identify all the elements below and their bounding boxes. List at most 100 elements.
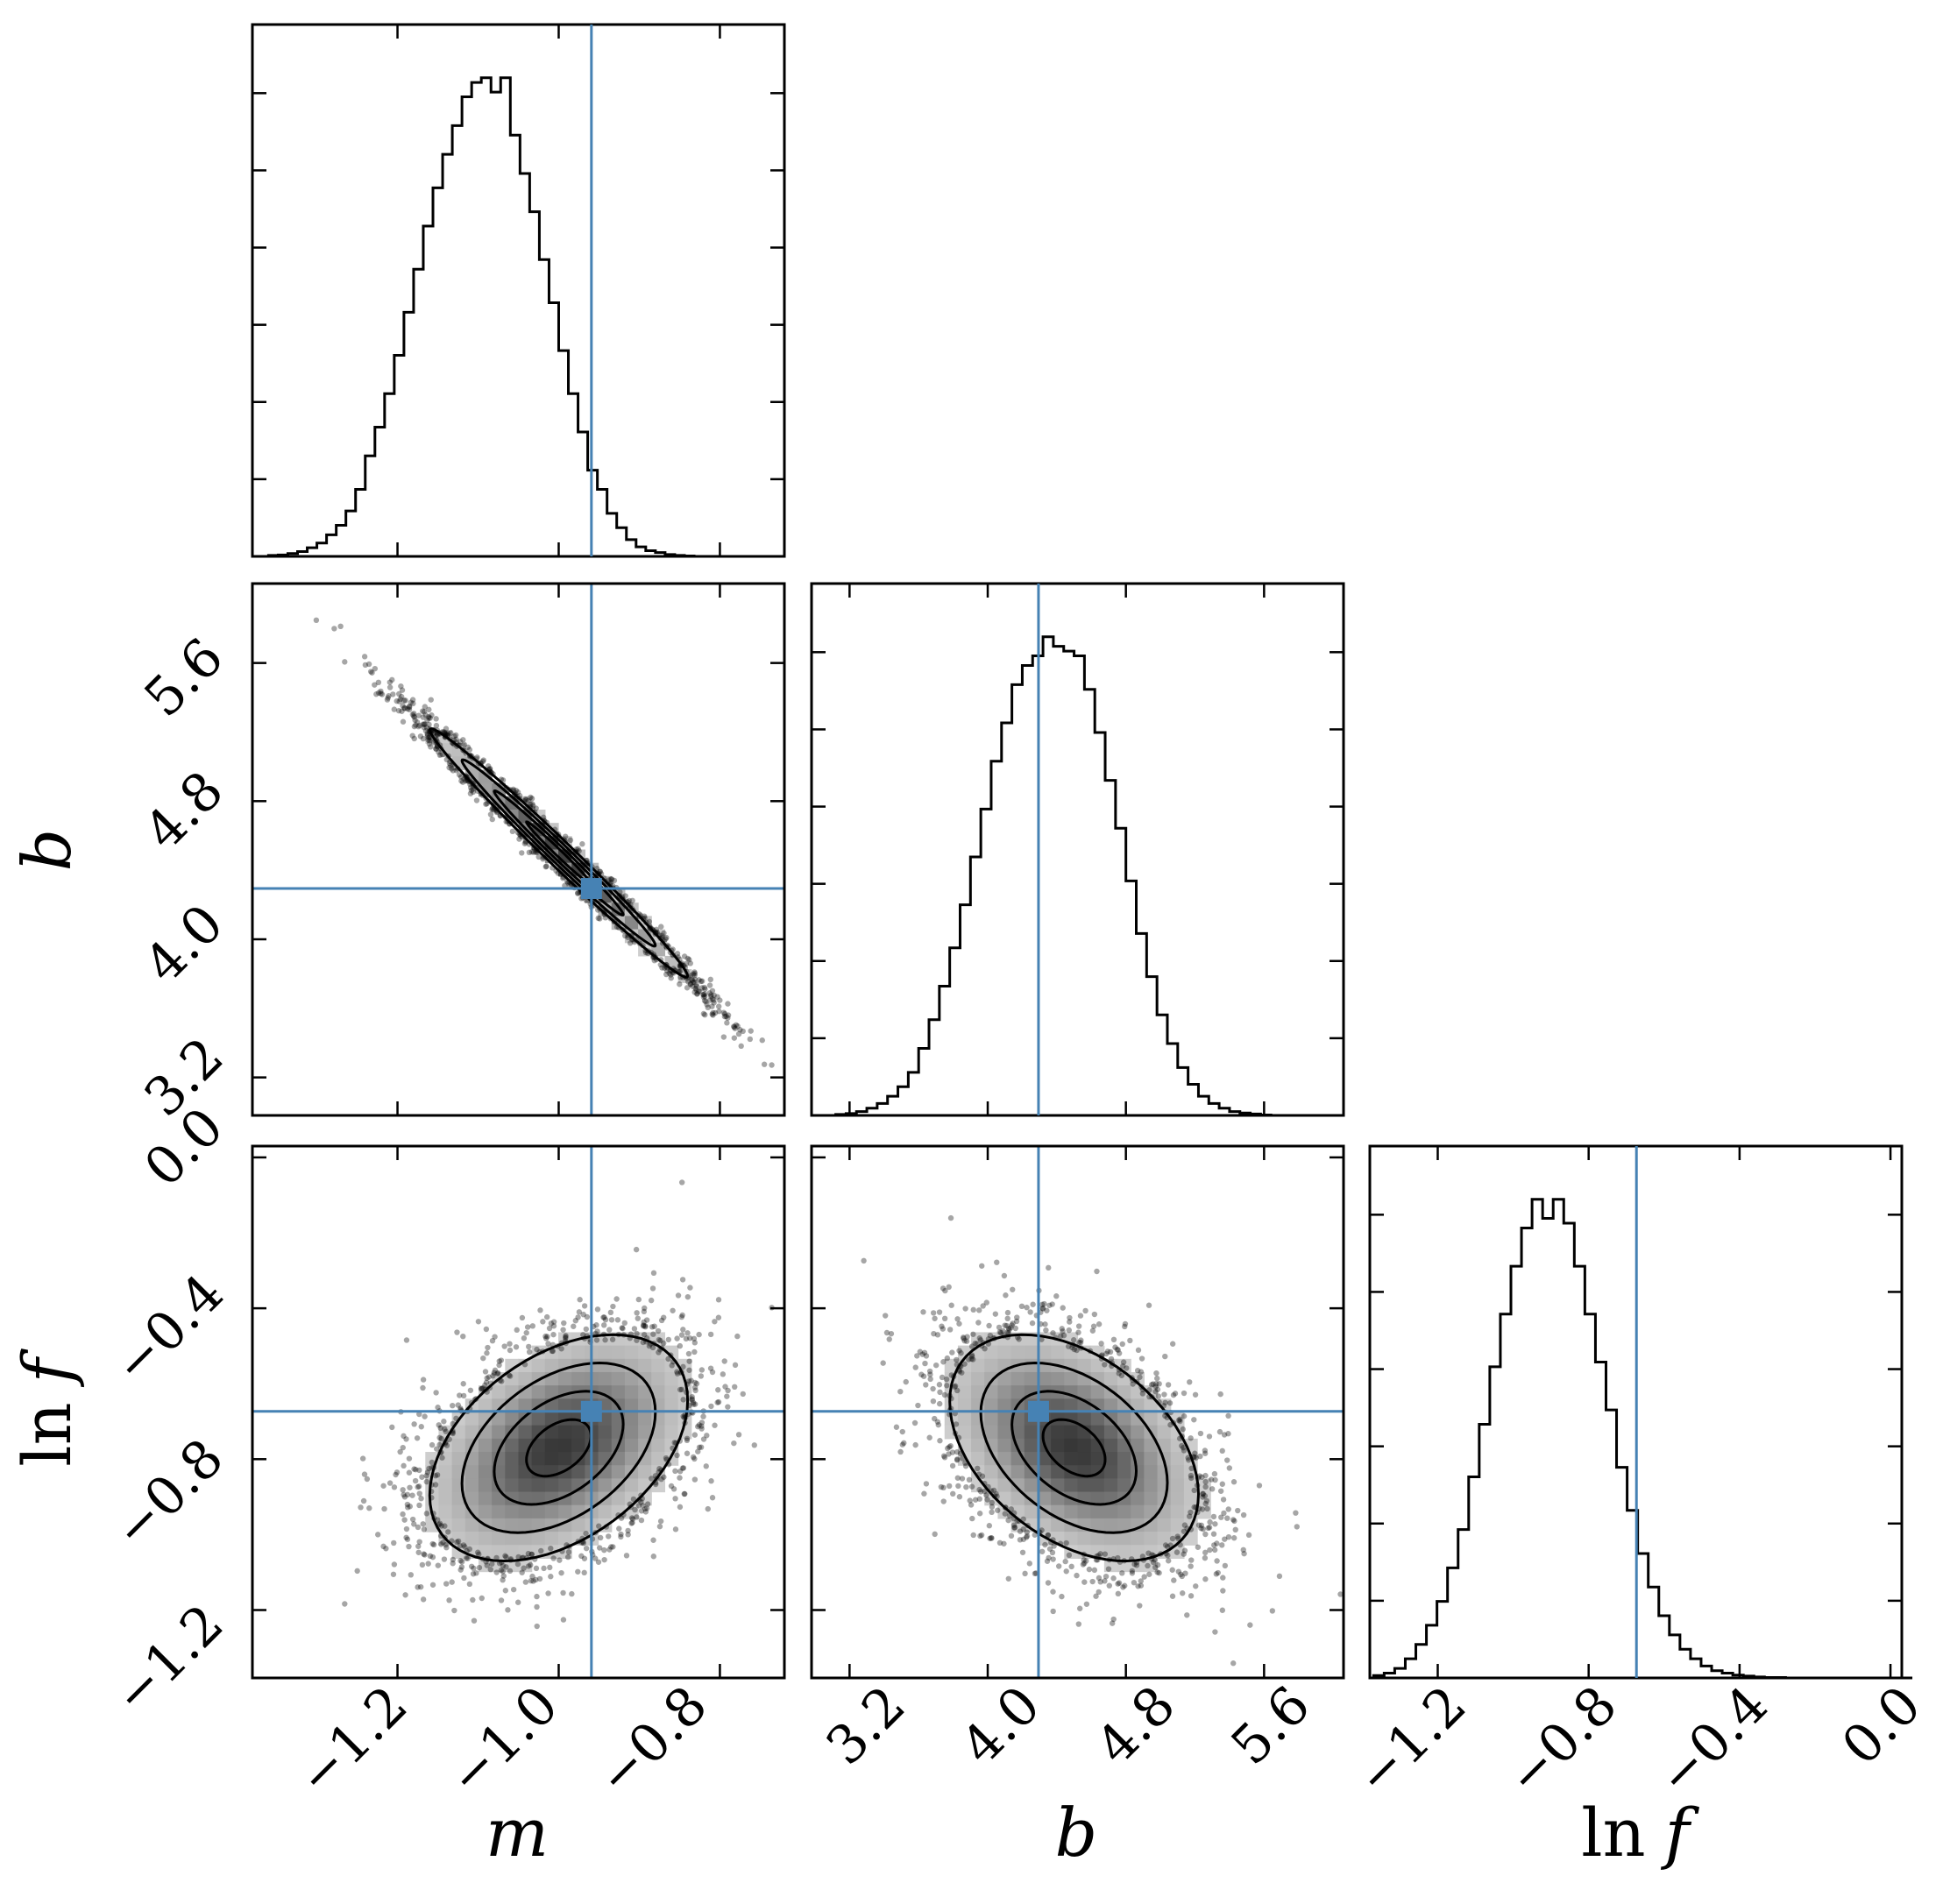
sample-point — [691, 976, 698, 982]
sample-point — [926, 1368, 933, 1375]
sample-point — [677, 1468, 684, 1475]
sample-point — [404, 1491, 411, 1498]
sample-point — [677, 1504, 684, 1511]
sample-point — [945, 1445, 951, 1452]
label-prefix: ln — [1581, 1794, 1645, 1872]
sample-point — [661, 1474, 667, 1480]
sample-point — [1220, 1497, 1227, 1503]
sample-point — [514, 1561, 521, 1568]
sample-point — [723, 1013, 729, 1020]
sample-point — [949, 1349, 955, 1355]
density-cell — [1024, 1345, 1039, 1360]
sample-point — [1186, 1457, 1192, 1463]
sample-point — [650, 1554, 656, 1560]
sample-point — [657, 1518, 664, 1525]
sample-point — [987, 1332, 994, 1339]
sample-point — [1181, 1447, 1188, 1454]
sample-point — [628, 1520, 635, 1526]
sample-point — [698, 1373, 705, 1379]
sample-point — [409, 1516, 416, 1523]
density-cell — [971, 1452, 985, 1466]
sample-point — [696, 1422, 702, 1428]
sample-point — [501, 1343, 507, 1349]
density-cell — [571, 1438, 585, 1453]
sample-point — [415, 712, 422, 718]
sample-point — [638, 1508, 645, 1514]
sample-point — [922, 1360, 928, 1367]
density-cell — [971, 1385, 985, 1399]
density-cell — [1064, 1345, 1079, 1360]
sample-point — [503, 1564, 509, 1570]
sample-point — [548, 1574, 554, 1580]
sample-point — [545, 1590, 551, 1596]
sample-point — [391, 1484, 398, 1490]
sample-point — [687, 973, 694, 979]
sample-point — [1175, 1568, 1182, 1575]
sample-point — [656, 1336, 663, 1343]
sample-point — [711, 1000, 717, 1006]
sample-point — [576, 1309, 583, 1315]
sample-point — [399, 708, 405, 714]
sample-point — [1066, 1552, 1073, 1559]
sample-point — [342, 659, 348, 665]
sample-point — [1122, 1320, 1129, 1327]
sample-point — [1011, 1525, 1018, 1531]
sample-point — [460, 1381, 466, 1387]
density-cell — [1144, 1398, 1159, 1413]
density-cell — [1144, 1558, 1159, 1573]
sample-point — [390, 691, 396, 697]
sample-point — [1010, 1522, 1018, 1528]
sample-point — [995, 1507, 1001, 1513]
sample-point — [946, 1284, 952, 1291]
sample-point — [633, 1246, 640, 1253]
sample-point — [473, 1570, 479, 1576]
sample-point — [421, 1526, 428, 1532]
density-cell — [664, 1398, 679, 1413]
density-cell — [1077, 1385, 1092, 1399]
y-tick-label-b: 4.0 — [133, 893, 236, 995]
sample-point — [1162, 1353, 1168, 1360]
sample-point — [686, 1367, 692, 1373]
sample-point — [425, 713, 432, 720]
density-cell — [438, 1465, 453, 1479]
sample-point — [411, 1421, 417, 1427]
sample-point — [935, 1421, 941, 1428]
sample-point — [1166, 1400, 1174, 1406]
sample-point — [1115, 1554, 1121, 1561]
sample-point — [575, 1568, 581, 1575]
density-cell — [1037, 1478, 1052, 1493]
sample-point — [1245, 1532, 1252, 1539]
sample-point — [1188, 1475, 1195, 1482]
sample-point — [921, 1490, 927, 1497]
density-cell — [664, 1371, 679, 1386]
density-cell — [1051, 1438, 1065, 1453]
density-cell — [492, 1545, 506, 1560]
sample-point — [936, 1382, 943, 1388]
sample-point — [1217, 1391, 1223, 1398]
sample-point — [401, 1491, 407, 1498]
sample-point — [1171, 1577, 1177, 1583]
density-cell — [1077, 1504, 1092, 1519]
density-cell — [1131, 1545, 1145, 1560]
density-cell — [1131, 1532, 1145, 1546]
sample-point — [433, 716, 439, 722]
density-cell — [1131, 1438, 1145, 1453]
sample-point — [1098, 1341, 1104, 1347]
density-cell — [1090, 1438, 1105, 1453]
sample-point — [708, 993, 714, 1000]
sample-point — [1001, 1540, 1007, 1547]
sample-point — [1221, 1432, 1228, 1438]
sample-point — [515, 1554, 521, 1561]
sample-point — [692, 1401, 698, 1407]
density-cell — [478, 1478, 493, 1493]
sample-point — [1294, 1524, 1301, 1530]
density-cell — [1144, 1465, 1159, 1479]
sample-point — [433, 1390, 439, 1396]
sample-point — [976, 1307, 982, 1313]
sample-point — [883, 1329, 890, 1336]
density-cell — [1170, 1478, 1185, 1493]
panel-frame — [251, 1144, 786, 1680]
density-cell — [651, 1385, 666, 1399]
density-cell — [971, 1438, 985, 1453]
sample-point — [439, 1455, 445, 1461]
